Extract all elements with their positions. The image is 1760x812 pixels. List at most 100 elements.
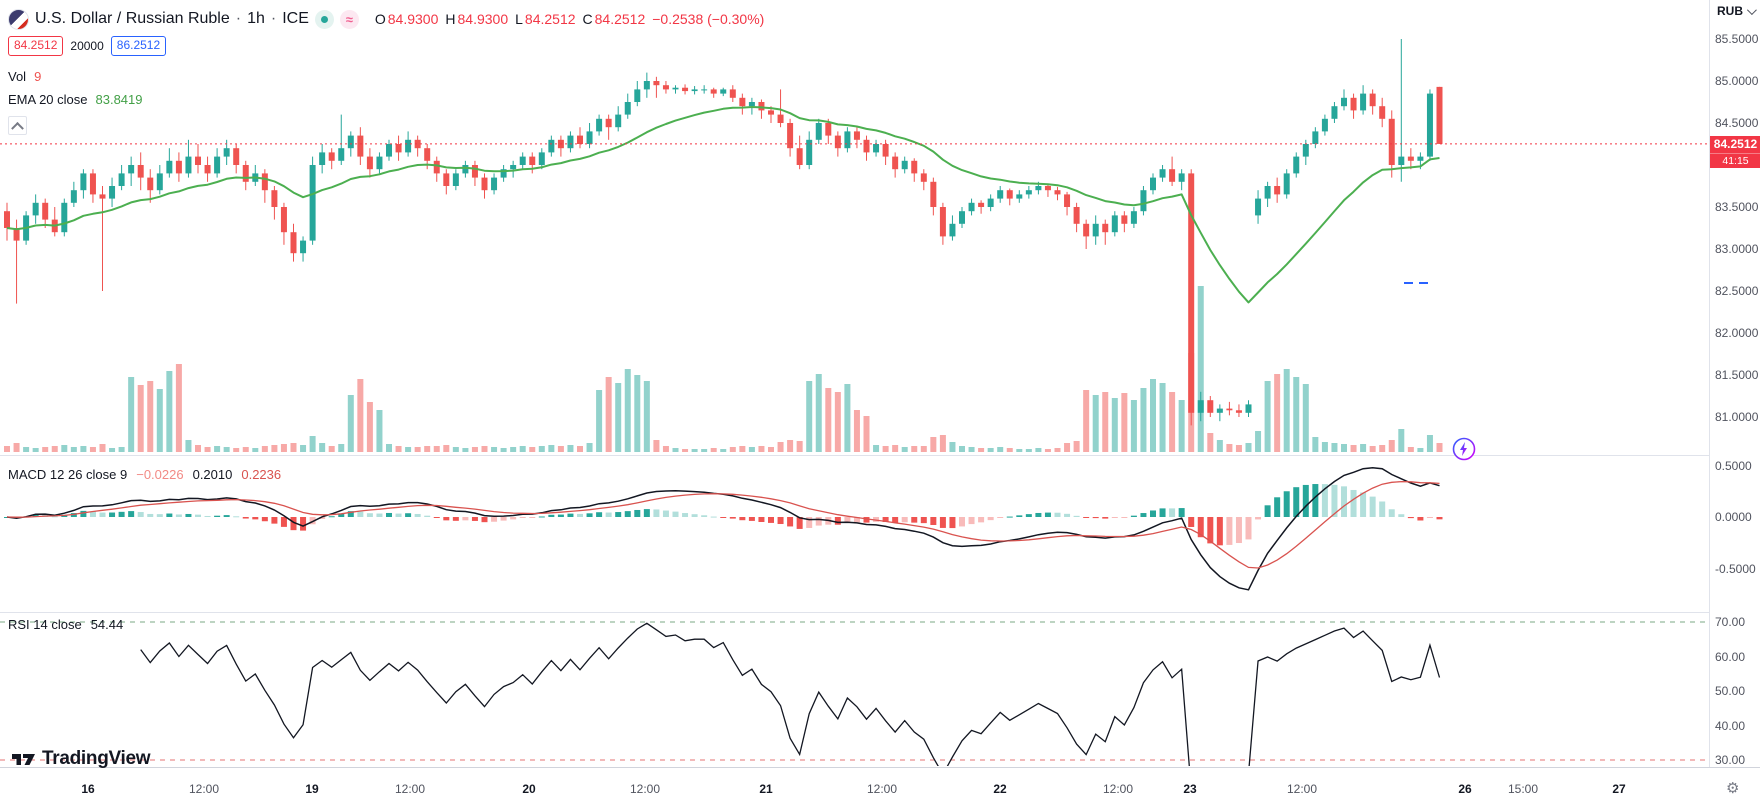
chevron-up-icon bbox=[11, 121, 24, 135]
price-pane[interactable] bbox=[0, 39, 1709, 452]
volume-bar bbox=[491, 447, 498, 452]
volume-bar bbox=[1178, 400, 1185, 452]
candle-body bbox=[901, 160, 908, 170]
candle-body bbox=[634, 89, 641, 102]
candle-body bbox=[290, 232, 297, 254]
candle-body bbox=[1226, 408, 1233, 411]
volume-bar bbox=[920, 446, 927, 452]
volume-bar bbox=[1197, 286, 1204, 452]
macd-histogram-bar bbox=[1121, 517, 1128, 518]
candle-body bbox=[1369, 93, 1376, 107]
macd-histogram-bar bbox=[204, 515, 211, 517]
time-axis-label: 27 bbox=[1612, 782, 1626, 796]
volume-bar bbox=[1073, 441, 1080, 452]
rsi-legend-label[interactable]: RSI 14 close bbox=[8, 617, 82, 632]
macd-histogram-bar bbox=[147, 513, 154, 517]
price-axis-label: 85.5000 bbox=[1715, 32, 1759, 46]
time-axis[interactable]: ⚙ 16 12:00 19 12:00 20 12:00 21 12:00 22 12:00 23 1… bbox=[0, 768, 1760, 812]
macd-histogram-bar bbox=[185, 513, 192, 517]
delayed-data-icon[interactable]: ≈ bbox=[339, 9, 359, 29]
volume-bar bbox=[500, 448, 507, 452]
candle-body bbox=[939, 207, 946, 237]
volume-bar bbox=[214, 446, 221, 452]
macd-histogram-bar bbox=[911, 517, 918, 523]
volume-bar bbox=[42, 447, 49, 452]
macd-histogram-bar bbox=[481, 517, 488, 523]
price-axis-label: 83.5000 bbox=[1715, 200, 1759, 214]
candle-body bbox=[787, 123, 794, 149]
collapse-legend-button[interactable] bbox=[8, 116, 27, 135]
candle-body bbox=[1255, 198, 1262, 216]
macd-histogram-bar bbox=[739, 517, 746, 521]
volume-bar bbox=[185, 440, 192, 452]
macd-histogram-bar bbox=[452, 517, 459, 521]
volume-bar bbox=[1226, 444, 1233, 452]
volume-bar bbox=[414, 447, 421, 452]
buy-order-chip[interactable]: 86.2512 bbox=[110, 36, 167, 56]
macd-histogram-bar bbox=[1092, 517, 1099, 519]
volume-bar bbox=[424, 446, 431, 452]
volume-bar bbox=[99, 444, 106, 452]
candle-body bbox=[662, 85, 669, 90]
time-axis-label: 16 bbox=[81, 782, 95, 796]
volume-bar bbox=[949, 442, 956, 452]
price-axis[interactable]: RUB 84.2512 41:15 85.5000 85.0000 84.5000 8… bbox=[1709, 0, 1760, 767]
interval-label[interactable]: 1h bbox=[247, 10, 265, 27]
market-open-icon[interactable] bbox=[314, 9, 334, 29]
candle-body bbox=[519, 156, 526, 165]
last-price-badge[interactable]: 84.2512 41:15 bbox=[1710, 136, 1760, 168]
candle-body bbox=[175, 160, 182, 174]
volume-bar bbox=[510, 447, 517, 452]
currency-selector[interactable]: RUB bbox=[1717, 4, 1757, 18]
volume-bar bbox=[1407, 447, 1414, 452]
macd-pane[interactable] bbox=[4, 466, 1443, 591]
candle-body bbox=[1350, 97, 1357, 111]
volume-bar bbox=[1035, 448, 1042, 452]
macd-histogram-bar bbox=[1207, 517, 1214, 544]
pane-separator[interactable] bbox=[0, 455, 1760, 456]
macd-histogram-bar bbox=[1111, 517, 1118, 518]
macd-signal-line bbox=[6, 480, 1440, 569]
candle-body bbox=[1006, 190, 1013, 199]
macd-histogram-bar bbox=[653, 509, 660, 517]
candle-body bbox=[204, 165, 211, 174]
gear-icon[interactable]: ⚙ bbox=[1726, 780, 1740, 797]
macd-histogram-bar bbox=[1417, 517, 1424, 521]
volume-bar bbox=[1350, 445, 1357, 452]
time-axis-label: 12:00 bbox=[394, 782, 426, 796]
volume-bar bbox=[1111, 398, 1118, 452]
volume-bar bbox=[1274, 374, 1281, 452]
volume-legend-label[interactable]: Vol bbox=[8, 68, 27, 84]
macd-legend: MACD 12 26 close 9 −0.0226 0.2010 0.2236 bbox=[8, 467, 281, 482]
exchange-label[interactable]: ICE bbox=[282, 10, 309, 27]
volume-bar bbox=[1283, 369, 1290, 452]
candle-body bbox=[347, 135, 354, 149]
volume-bar bbox=[1150, 379, 1156, 452]
volume-bar bbox=[777, 442, 784, 452]
macd-line-value: 0.2010 bbox=[192, 467, 233, 482]
macd-histogram-bar bbox=[939, 517, 946, 528]
macd-histogram-bar bbox=[1016, 515, 1023, 517]
volume-bar bbox=[787, 440, 794, 452]
candle-body bbox=[1235, 410, 1242, 413]
volume-bar bbox=[720, 449, 727, 452]
macd-histogram-bar bbox=[577, 513, 583, 517]
volume-bar bbox=[1121, 393, 1128, 452]
candle-body bbox=[1092, 223, 1099, 237]
macd-hist-value: −0.0226 bbox=[136, 467, 184, 482]
symbol-title[interactable]: U.S. Dollar / Russian Ruble bbox=[35, 10, 230, 27]
tradingview-logo[interactable]: TradingView bbox=[12, 748, 151, 770]
rsi-pane[interactable] bbox=[0, 621, 1709, 790]
candle-body bbox=[748, 102, 755, 107]
macd-legend-label[interactable]: MACD 12 26 close 9 bbox=[8, 467, 128, 482]
pane-separator[interactable] bbox=[0, 612, 1760, 613]
tradingview-logo-mark bbox=[12, 753, 35, 765]
candle-body bbox=[4, 211, 10, 228]
sell-order-chip[interactable]: 84.2512 bbox=[8, 36, 64, 56]
quick-trade-lightning-icon[interactable] bbox=[1452, 437, 1476, 461]
ema-legend-label[interactable]: EMA 20 close bbox=[8, 91, 88, 107]
volume-bar bbox=[815, 374, 822, 452]
candle-body bbox=[13, 228, 20, 241]
ohlc-readout: O 84.9300 H 84.9300 L 84.2512 C 84.2512 −0.2… bbox=[374, 11, 765, 27]
